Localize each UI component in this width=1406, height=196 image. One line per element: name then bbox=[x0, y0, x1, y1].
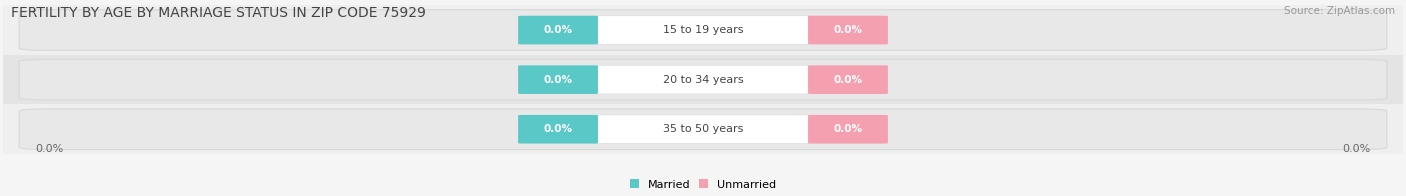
FancyBboxPatch shape bbox=[20, 10, 1386, 50]
Bar bbox=[0, 5, 1406, 55]
FancyBboxPatch shape bbox=[517, 65, 598, 94]
Text: 0.0%: 0.0% bbox=[544, 25, 572, 35]
Text: 35 to 50 years: 35 to 50 years bbox=[662, 124, 744, 134]
FancyBboxPatch shape bbox=[595, 16, 811, 44]
Bar bbox=[0, 104, 1406, 154]
Text: 0.0%: 0.0% bbox=[834, 75, 862, 85]
Bar bbox=[0, 55, 1406, 104]
Text: 0.0%: 0.0% bbox=[35, 144, 63, 154]
Legend: Married, Unmarried: Married, Unmarried bbox=[626, 175, 780, 194]
Text: 0.0%: 0.0% bbox=[544, 75, 572, 85]
Text: FERTILITY BY AGE BY MARRIAGE STATUS IN ZIP CODE 75929: FERTILITY BY AGE BY MARRIAGE STATUS IN Z… bbox=[11, 6, 426, 20]
Text: 0.0%: 0.0% bbox=[834, 124, 862, 134]
Text: 0.0%: 0.0% bbox=[834, 25, 862, 35]
FancyBboxPatch shape bbox=[20, 109, 1386, 150]
FancyBboxPatch shape bbox=[517, 115, 598, 143]
Text: 0.0%: 0.0% bbox=[544, 124, 572, 134]
Text: 20 to 34 years: 20 to 34 years bbox=[662, 75, 744, 85]
Text: Source: ZipAtlas.com: Source: ZipAtlas.com bbox=[1284, 6, 1395, 16]
FancyBboxPatch shape bbox=[808, 65, 889, 94]
FancyBboxPatch shape bbox=[808, 115, 889, 143]
FancyBboxPatch shape bbox=[595, 115, 811, 143]
FancyBboxPatch shape bbox=[20, 59, 1386, 100]
Text: 0.0%: 0.0% bbox=[1343, 144, 1371, 154]
FancyBboxPatch shape bbox=[808, 16, 889, 44]
FancyBboxPatch shape bbox=[595, 65, 811, 94]
FancyBboxPatch shape bbox=[517, 16, 598, 44]
Text: 15 to 19 years: 15 to 19 years bbox=[662, 25, 744, 35]
